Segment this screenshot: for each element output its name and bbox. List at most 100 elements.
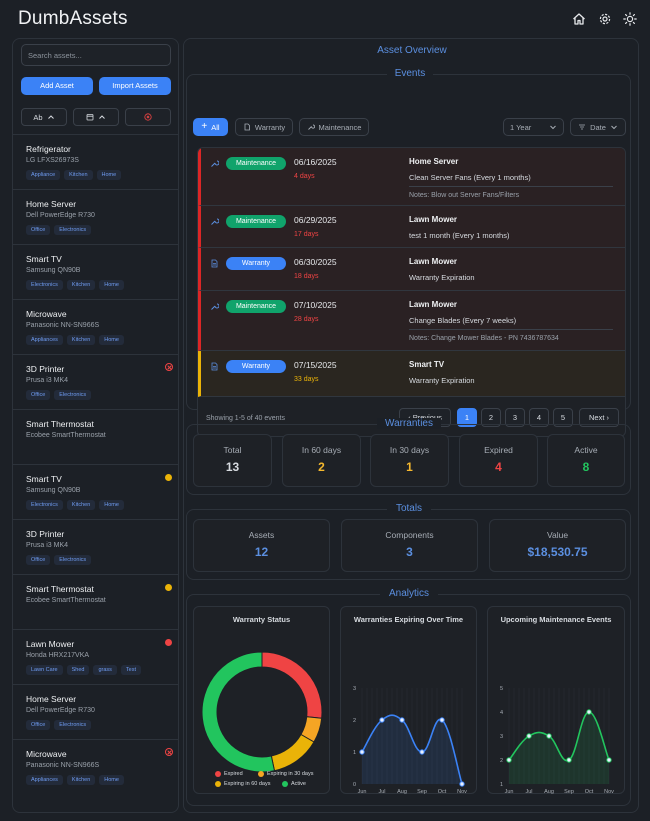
- filter-warranty-label: Warranty: [254, 122, 286, 132]
- asset-tag[interactable]: Kitchen: [66, 335, 96, 345]
- warranties-card[interactable]: Total 13: [193, 434, 272, 487]
- data-point[interactable]: [546, 733, 552, 739]
- asset-tag[interactable]: Kitchen: [66, 775, 96, 785]
- asset-tag[interactable]: Office: [26, 225, 51, 235]
- next-page-button[interactable]: Next ›: [579, 408, 619, 427]
- asset-list-item[interactable]: 3D Printer Prusa i3 MK4 Office Electronics: [13, 519, 178, 574]
- asset-tag[interactable]: Electronics: [54, 390, 92, 400]
- event-row[interactable]: Warranty 07/15/2025 33 days Smart TV Warrant…: [198, 351, 625, 397]
- asset-list-item[interactable]: Home Server Dell PowerEdge R730 Office Elec…: [13, 684, 178, 739]
- legend-item[interactable]: Active: [282, 781, 306, 787]
- page-button-1[interactable]: 1: [457, 408, 477, 427]
- event-row[interactable]: Maintenance 06/29/2025 17 days Lawn Mower te…: [198, 206, 625, 248]
- totals-card[interactable]: Components 3: [341, 519, 478, 572]
- warranties-card[interactable]: Expired 4: [459, 434, 538, 487]
- period-select[interactable]: 1 Year: [503, 118, 564, 136]
- legend-item[interactable]: Expiring in 60 days: [215, 781, 270, 787]
- asset-tag[interactable]: Electronics: [54, 555, 92, 565]
- legend-item[interactable]: Expired: [215, 771, 243, 777]
- filter-maintenance-button[interactable]: Maintenance: [299, 118, 369, 136]
- asset-list-item[interactable]: Smart TV Samsung QN90B Electronics Kitchen H…: [13, 244, 178, 299]
- asset-list-item[interactable]: 3D Printer Prusa i3 MK4 Office Electronics: [13, 354, 178, 409]
- event-row[interactable]: Maintenance 06/16/2025 4 days Home Server Cl…: [198, 148, 625, 206]
- warranties-card[interactable]: In 30 days 1: [370, 434, 449, 487]
- asset-tag[interactable]: Kitchen: [64, 170, 93, 180]
- home-icon[interactable]: [572, 12, 586, 26]
- data-point[interactable]: [566, 757, 572, 763]
- warranties-card[interactable]: Active 8: [547, 434, 625, 487]
- data-point[interactable]: [399, 717, 405, 723]
- filter-warranty-button[interactable]: Warranty: [235, 118, 293, 136]
- asset-list-item[interactable]: Home Server Dell PowerEdge R730 Office Elec…: [13, 189, 178, 244]
- donut-slice[interactable]: [201, 651, 276, 773]
- event-asset-name[interactable]: Lawn Mower: [409, 257, 458, 266]
- asset-list-item[interactable]: Microwave Panasonic NN-SN966S Appliances Ki…: [13, 299, 178, 354]
- theme-toggle-icon[interactable]: [623, 12, 637, 26]
- page-button-2[interactable]: 2: [481, 408, 501, 427]
- data-point[interactable]: [459, 781, 465, 787]
- page-button-4[interactable]: 4: [529, 408, 549, 427]
- totals-card[interactable]: Assets 12: [193, 519, 330, 572]
- event-row[interactable]: Maintenance 07/10/2025 28 days Lawn Mower Ch…: [198, 291, 625, 351]
- asset-tag[interactable]: Electronics: [54, 225, 92, 235]
- clear-filter-button[interactable]: [125, 108, 171, 126]
- asset-tag[interactable]: Home: [99, 775, 124, 785]
- asset-tag[interactable]: Office: [26, 720, 51, 730]
- data-point[interactable]: [526, 733, 532, 739]
- asset-tag[interactable]: Home: [99, 280, 124, 290]
- import-assets-button[interactable]: Import Assets: [99, 77, 171, 95]
- asset-tag[interactable]: Kitchen: [66, 280, 96, 290]
- event-asset-name[interactable]: Home Server: [409, 157, 459, 166]
- data-point[interactable]: [379, 717, 385, 723]
- data-point[interactable]: [586, 709, 592, 715]
- asset-list-item[interactable]: Smart TV Samsung QN90B Electronics Kitchen H…: [13, 464, 178, 519]
- asset-tag[interactable]: Appliances: [26, 775, 63, 785]
- asset-list-item[interactable]: Refrigerator LG LFXS26973S Appliance Kitche…: [13, 134, 178, 189]
- asset-tag[interactable]: Home: [96, 170, 122, 180]
- asset-tag[interactable]: Office: [26, 555, 51, 565]
- asset-tag[interactable]: Electronics: [54, 720, 92, 730]
- data-point[interactable]: [606, 757, 612, 763]
- sort-select[interactable]: Date: [570, 118, 626, 136]
- filter-all-button[interactable]: + All: [193, 118, 228, 136]
- asset-tag[interactable]: Lawn Care: [26, 665, 63, 675]
- asset-tag[interactable]: Home: [99, 500, 124, 510]
- page-button-5[interactable]: 5: [553, 408, 573, 427]
- donut-slice[interactable]: [270, 733, 315, 772]
- sort-date-button[interactable]: [73, 108, 119, 126]
- search-input[interactable]: [21, 44, 171, 66]
- asset-tag[interactable]: Home: [99, 335, 124, 345]
- event-asset-name[interactable]: Smart TV: [409, 360, 445, 369]
- data-point[interactable]: [506, 757, 512, 763]
- asset-list-item[interactable]: Lawn Mower Honda HRX217VKA Lawn Care Shed gr…: [13, 629, 178, 684]
- event-asset-name[interactable]: Lawn Mower: [409, 300, 458, 309]
- asset-tag[interactable]: Kitchen: [66, 500, 96, 510]
- gear-icon[interactable]: [598, 12, 612, 26]
- data-point[interactable]: [439, 717, 445, 723]
- asset-tag[interactable]: Shed: [66, 665, 90, 675]
- page-button-3[interactable]: 3: [505, 408, 525, 427]
- asset-tag[interactable]: Test: [120, 665, 142, 675]
- asset-tags: Office Electronics: [26, 390, 178, 400]
- data-point[interactable]: [419, 749, 425, 755]
- x-tick-label: Nov: [457, 789, 467, 795]
- event-row[interactable]: Warranty 06/30/2025 18 days Lawn Mower Warra…: [198, 248, 625, 291]
- add-asset-button[interactable]: Add Asset: [21, 77, 93, 95]
- asset-tag[interactable]: Electronics: [26, 280, 63, 290]
- warranties-card[interactable]: In 60 days 2: [282, 434, 361, 487]
- data-point[interactable]: [359, 749, 365, 755]
- asset-tag[interactable]: Appliances: [26, 335, 63, 345]
- sort-alpha-button[interactable]: Ab: [21, 108, 67, 126]
- donut-slice[interactable]: [261, 651, 323, 719]
- asset-tag[interactable]: Office: [26, 390, 51, 400]
- asset-tags: Office Electronics: [26, 225, 178, 235]
- asset-tag[interactable]: Electronics: [26, 500, 63, 510]
- legend-item[interactable]: Expiring in 30 days: [258, 771, 313, 777]
- asset-list-item[interactable]: Smart Thermostat Ecobee SmartThermostat: [13, 574, 178, 629]
- asset-tag[interactable]: grass: [93, 665, 117, 675]
- asset-list-item[interactable]: Smart Thermostat Ecobee SmartThermostat: [13, 409, 178, 464]
- totals-card[interactable]: Value $18,530.75: [489, 519, 626, 572]
- asset-list-item[interactable]: Microwave Panasonic NN-SN966S Appliances Ki…: [13, 739, 178, 794]
- event-asset-name[interactable]: Lawn Mower: [409, 215, 458, 224]
- asset-tag[interactable]: Appliance: [26, 170, 61, 180]
